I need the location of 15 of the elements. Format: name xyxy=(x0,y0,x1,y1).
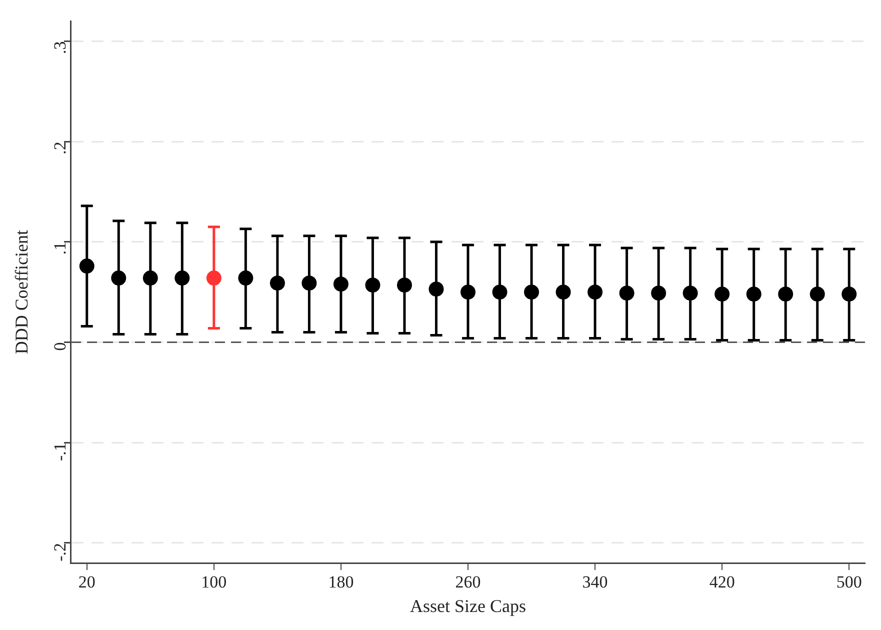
x-tick-label: 180 xyxy=(328,572,354,592)
y-tick-label: 0 xyxy=(50,342,70,351)
y-tick-label: .1 xyxy=(50,242,70,255)
x-tick-label: 420 xyxy=(709,572,735,592)
y-tick-label: .3 xyxy=(50,41,70,54)
x-tick-label: 100 xyxy=(201,572,227,592)
x-tick-label: 500 xyxy=(836,572,862,592)
x-axis-title: Asset Size Caps xyxy=(410,596,526,616)
x-tick-label: 260 xyxy=(455,572,481,592)
y-axis-title: DDD Coefficient xyxy=(12,230,32,354)
y-tick-label: -.1 xyxy=(50,442,70,462)
x-tick-label: 20 xyxy=(78,572,96,592)
x-tick-label: 340 xyxy=(582,572,608,592)
y-tick-label: .2 xyxy=(50,142,70,154)
y-tick-label: -.2 xyxy=(50,542,70,562)
